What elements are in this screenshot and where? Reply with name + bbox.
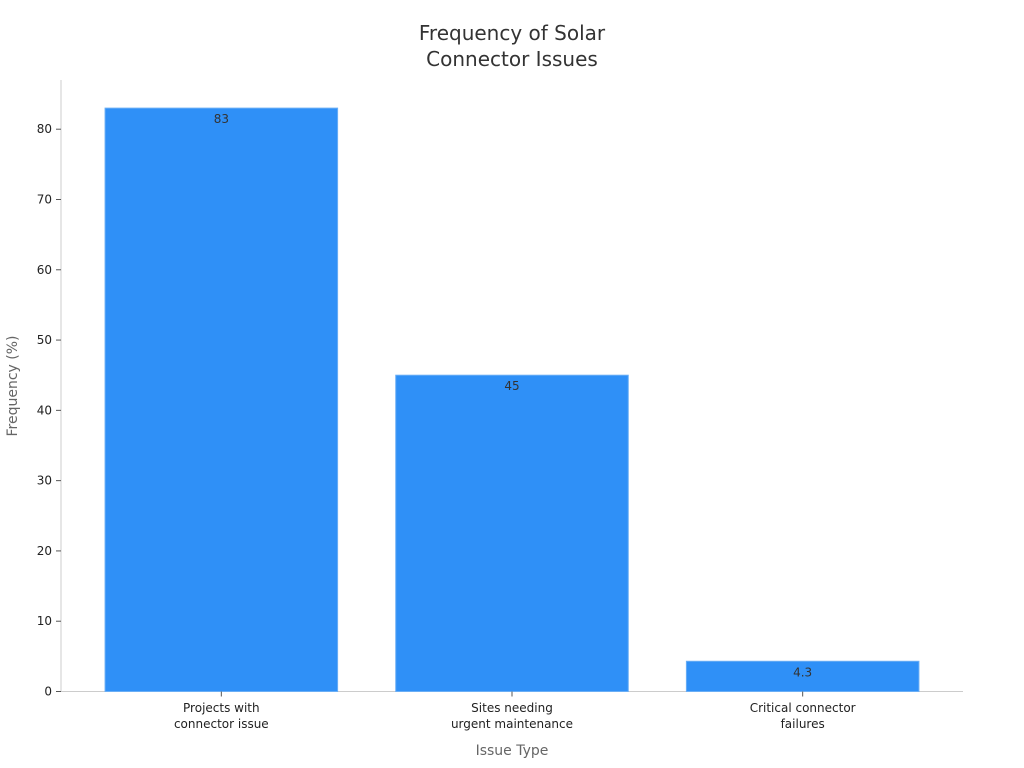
bar-value-label: 83 bbox=[214, 112, 229, 126]
y-tick-label: 30 bbox=[37, 474, 52, 488]
x-tick-label: connector issue bbox=[174, 717, 269, 731]
y-tick-label: 80 bbox=[37, 122, 52, 136]
chart-title-line-1: Frequency of Solar bbox=[419, 21, 606, 45]
y-tick-label: 0 bbox=[44, 685, 52, 699]
y-tick-label: 60 bbox=[37, 263, 52, 277]
x-tick-label: urgent maintenance bbox=[451, 717, 573, 731]
x-tick-label: Critical connector bbox=[750, 701, 856, 715]
chart-title-line-2: Connector Issues bbox=[426, 47, 598, 71]
bar-value-label: 4.3 bbox=[793, 665, 812, 679]
y-axis-title: Frequency (%) bbox=[5, 335, 21, 436]
bar-2 bbox=[395, 374, 629, 692]
y-tick-label: 40 bbox=[37, 403, 52, 417]
x-tick-label: Projects with bbox=[183, 701, 260, 715]
y-tick-label: 50 bbox=[37, 333, 52, 347]
x-axis-title: Issue Type bbox=[476, 743, 549, 759]
bar-3 bbox=[685, 660, 920, 692]
bar-value-label: 45 bbox=[504, 379, 519, 393]
x-tick-label: Sites needing bbox=[471, 701, 553, 715]
y-tick-label: 20 bbox=[37, 544, 52, 558]
bar-1 bbox=[104, 107, 339, 693]
y-tick-label: 70 bbox=[37, 192, 52, 206]
x-tick-label: failures bbox=[781, 717, 825, 731]
y-tick-label: 10 bbox=[37, 614, 52, 628]
